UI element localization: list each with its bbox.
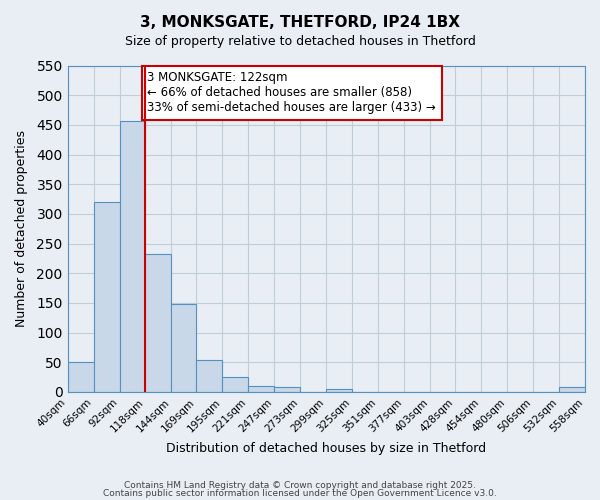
Bar	[68, 362, 94, 392]
Y-axis label: Number of detached properties: Number of detached properties	[15, 130, 28, 327]
Bar	[274, 387, 301, 392]
Bar	[145, 254, 172, 392]
Text: Size of property relative to detached houses in Thetford: Size of property relative to detached ho…	[125, 35, 475, 48]
Bar	[94, 202, 119, 392]
Text: Contains HM Land Registry data © Crown copyright and database right 2025.: Contains HM Land Registry data © Crown c…	[124, 481, 476, 490]
Bar	[559, 387, 585, 392]
Bar	[223, 377, 248, 392]
Bar	[172, 304, 196, 392]
Bar	[248, 386, 274, 392]
X-axis label: Distribution of detached houses by size in Thetford: Distribution of detached houses by size …	[166, 442, 487, 455]
Bar	[326, 389, 352, 392]
Text: 3, MONKSGATE, THETFORD, IP24 1BX: 3, MONKSGATE, THETFORD, IP24 1BX	[140, 15, 460, 30]
Text: Contains public sector information licensed under the Open Government Licence v3: Contains public sector information licen…	[103, 488, 497, 498]
Bar	[119, 120, 145, 392]
Bar	[196, 360, 223, 392]
Text: 3 MONKSGATE: 122sqm
← 66% of detached houses are smaller (858)
33% of semi-detac: 3 MONKSGATE: 122sqm ← 66% of detached ho…	[148, 72, 436, 114]
